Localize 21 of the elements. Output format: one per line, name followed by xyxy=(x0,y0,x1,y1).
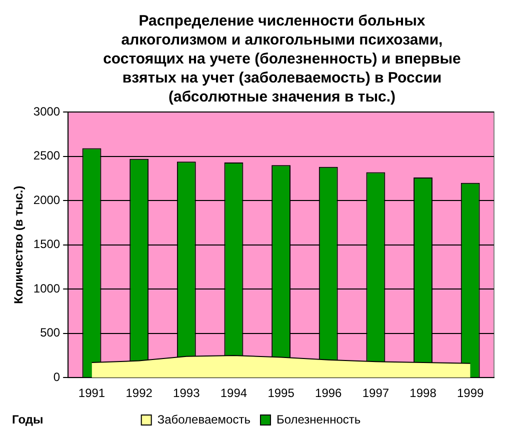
y-tick-label: 3000 xyxy=(33,104,60,118)
x-tick-label: 1999 xyxy=(456,386,484,400)
x-tick-label: 1997 xyxy=(362,386,390,400)
y-tick-label: 2500 xyxy=(33,148,60,163)
y-tick-label: 500 xyxy=(40,326,60,340)
legend-label: Болезненность xyxy=(276,412,361,426)
legend-label: Заболеваемость xyxy=(157,412,250,426)
x-tick-label: 1996 xyxy=(315,386,342,400)
y-tick-label: 1500 xyxy=(33,237,60,252)
y-axis-title: Количество (в тыс.) xyxy=(12,186,26,304)
chart-title: Распределение численности больных алкоголизмом и алкогольными психозами, состоящих на учете (болезненность) и впервые взятых на учет (заболеваемость) в России (абсолютные значения в тыс.) xyxy=(103,12,461,106)
x-tick-label: 1995 xyxy=(268,386,295,400)
y-tick-label: 2000 xyxy=(33,192,60,207)
x-tick-label: 1991 xyxy=(78,386,106,400)
y-tick-label: 0 xyxy=(53,370,60,384)
x-tick-label: 1993 xyxy=(173,386,200,400)
y-tick-label: 1000 xyxy=(33,281,60,296)
x-tick-label: 1992 xyxy=(126,386,153,400)
x-tick-label: 1998 xyxy=(410,386,437,400)
x-tick-label: 1994 xyxy=(220,386,248,400)
x-axis-title: Годы xyxy=(12,412,44,426)
